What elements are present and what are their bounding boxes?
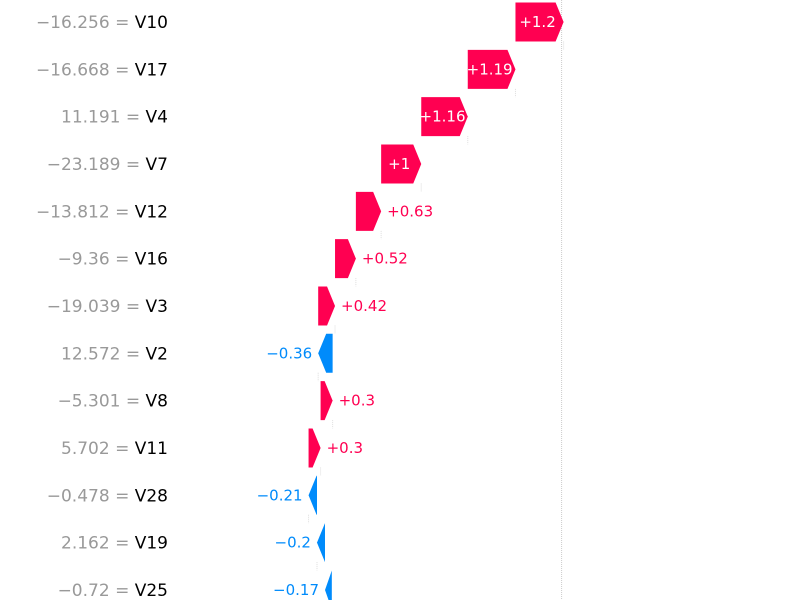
- feature-value: −16.668: [36, 60, 110, 80]
- feature-name: V10: [135, 13, 168, 33]
- positive-bar: [308, 428, 321, 468]
- bar-value-label: +1.19: [467, 60, 513, 78]
- equals-sign: =: [120, 344, 145, 364]
- feature-label: −0.72 = V25: [58, 581, 168, 600]
- feature-value: −23.189: [47, 155, 121, 175]
- feature-name: V19: [135, 534, 168, 554]
- positive-bar: [335, 239, 356, 279]
- feature-value: −16.256: [36, 13, 110, 33]
- feature-value: 11.191: [61, 108, 120, 128]
- negative-bar: [308, 475, 317, 515]
- positive-bar: [381, 144, 422, 184]
- feature-name: V28: [135, 486, 168, 506]
- feature-label: −5.301 = V8: [58, 392, 168, 412]
- bars-layer: [308, 2, 564, 600]
- equals-sign: =: [110, 13, 135, 33]
- bar-value-label: +0.3: [339, 392, 375, 410]
- equals-sign: =: [110, 60, 135, 80]
- bar-value-label: −0.36: [266, 344, 312, 362]
- feature-label: 12.572 = V2: [61, 344, 168, 364]
- bar-value-label: +1.2: [519, 13, 555, 31]
- equals-sign: =: [120, 392, 145, 412]
- positive-bar: [515, 2, 564, 42]
- negative-bar: [325, 570, 332, 600]
- positive-bar: [318, 286, 336, 326]
- feature-value: −19.039: [47, 297, 121, 317]
- negative-bar: [316, 523, 326, 563]
- feature-value: 2.162: [61, 534, 110, 554]
- equals-sign: =: [110, 439, 135, 459]
- equals-sign: =: [110, 250, 135, 270]
- feature-value: 5.702: [61, 439, 110, 459]
- feature-label: −9.36 = V16: [58, 250, 168, 270]
- feature-name: V25: [135, 581, 168, 600]
- bar-value-label: +0.63: [387, 202, 433, 220]
- positive-bar: [421, 97, 468, 137]
- feature-value: −0.478: [47, 486, 110, 506]
- equals-sign: =: [110, 202, 135, 222]
- feature-value: −5.301: [58, 392, 121, 412]
- bar-value-label: −0.21: [257, 486, 303, 504]
- feature-label: 11.191 = V4: [61, 108, 168, 128]
- feature-label: −19.039 = V3: [47, 297, 168, 317]
- feature-name: V2: [146, 344, 168, 364]
- bar-value-label: +1: [388, 155, 410, 173]
- feature-name: V16: [135, 250, 168, 270]
- feature-value: −9.36: [58, 250, 110, 270]
- feature-label: −16.256 = V10: [36, 13, 168, 33]
- positive-bar: [320, 381, 333, 421]
- equals-sign: =: [120, 108, 145, 128]
- equals-sign: =: [120, 155, 145, 175]
- feature-name: V4: [146, 108, 168, 128]
- positive-bar: [355, 191, 382, 231]
- feature-name: V11: [135, 439, 168, 459]
- grid-layer: [308, 0, 565, 600]
- feature-label: −13.812 = V12: [36, 202, 168, 222]
- feature-name: V3: [146, 297, 168, 317]
- bar-value-label: +1.16: [420, 108, 466, 126]
- bar-value-label: −0.2: [275, 534, 311, 552]
- negative-bar: [318, 333, 333, 373]
- equals-sign: =: [110, 534, 135, 554]
- equals-sign: =: [110, 581, 135, 600]
- feature-label: −0.478 = V28: [47, 486, 168, 506]
- equals-sign: =: [120, 297, 145, 317]
- feature-name: V7: [146, 155, 168, 175]
- equals-sign: =: [110, 486, 135, 506]
- feature-label: −23.189 = V7: [47, 155, 168, 175]
- feature-name: V8: [146, 392, 168, 412]
- bar-value-label: +0.42: [341, 297, 387, 315]
- feature-label: 2.162 = V19: [61, 534, 168, 554]
- feature-name: V17: [135, 60, 168, 80]
- positive-bar: [467, 49, 516, 89]
- labels-layer: −16.256 = V10 +1.2 −16.668 = V17 +1.19 11.19…: [36, 13, 556, 600]
- feature-label: −16.668 = V17: [36, 60, 168, 80]
- feature-value: −13.812: [36, 202, 110, 222]
- feature-value: −0.72: [58, 581, 110, 600]
- bar-value-label: −0.17: [273, 581, 319, 599]
- bar-value-label: +0.3: [327, 439, 363, 457]
- feature-value: 12.572: [61, 344, 120, 364]
- bar-value-label: +0.52: [362, 250, 408, 268]
- feature-label: 5.702 = V11: [61, 439, 168, 459]
- feature-name: V12: [135, 202, 168, 222]
